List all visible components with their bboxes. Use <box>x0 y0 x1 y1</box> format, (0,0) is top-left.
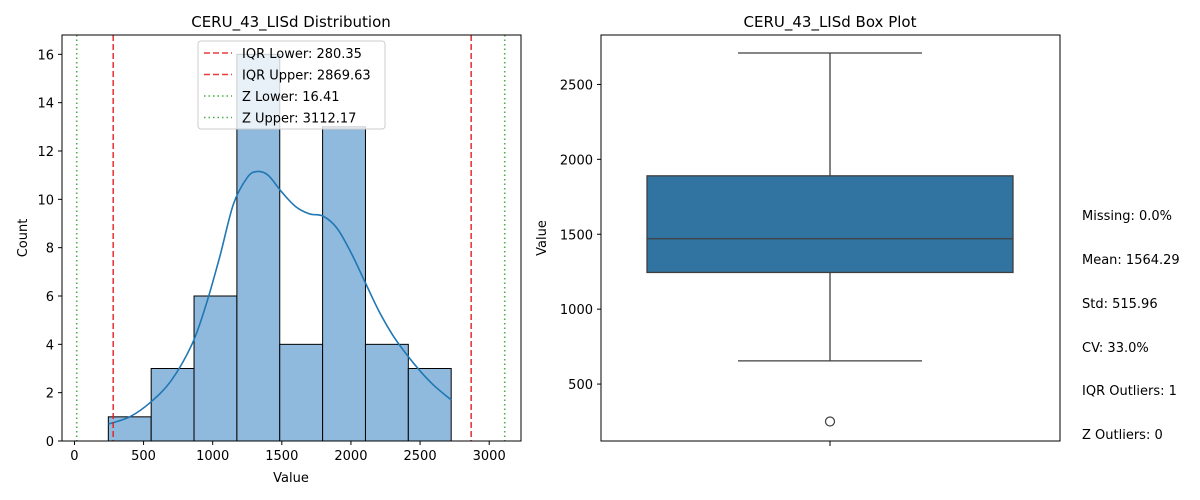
histogram-bar <box>407 368 452 442</box>
y-tick-label: 10 <box>37 193 54 208</box>
x-tick-label: 1500 <box>265 449 298 464</box>
x-tick-label: 3000 <box>473 449 506 464</box>
legend-label: Z Lower: 16.41 <box>242 90 339 105</box>
histogram-panel: 0 500 1000 1500 2000 2500 3000 0 2 4 6 8 10 12 14 16 C… <box>16 13 522 486</box>
legend-box <box>197 40 386 130</box>
histogram-bar <box>322 126 366 442</box>
y-tick-label: 2000 <box>560 153 593 168</box>
y-tick-label: 8 <box>46 242 54 257</box>
boxplot-y-label: Value <box>535 220 550 256</box>
histogram-bar <box>150 368 195 442</box>
outlier-point <box>824 416 836 427</box>
histogram-bar <box>364 343 409 442</box>
summary-stats: Missing: 0.0% Mean: 1564.29 Std: 515.96 … <box>1082 181 1180 458</box>
y-tick-label: 6 <box>46 290 54 305</box>
y-tick-label: 14 <box>37 97 54 112</box>
legend-label: Z Upper: 3112.17 <box>242 112 356 127</box>
histogram-legend: IQR Lower: 280.35 IQR Upper: 2869.63 Z Low… <box>197 40 386 130</box>
x-tick-label: 2000 <box>334 449 367 464</box>
y-tick-label: 2 <box>46 387 54 402</box>
stat-z-outliers: Z Outliers: 0 <box>1082 428 1163 444</box>
x-tick-label: 1000 <box>196 449 229 464</box>
iqr-box <box>646 175 1014 274</box>
histogram-y-label: Count <box>16 219 31 258</box>
stat-mean: Mean: 1564.29 <box>1082 252 1180 268</box>
boxplot-title: CERU_43_LISd Box Plot <box>744 13 917 32</box>
histogram-bar <box>107 416 152 442</box>
y-tick-label: 1000 <box>560 303 593 318</box>
legend-label: IQR Upper: 2869.63 <box>242 69 371 84</box>
y-tick-label: 0 <box>46 435 54 450</box>
histogram-bar <box>279 343 324 442</box>
y-tick-label: 12 <box>37 145 54 160</box>
stat-iqr-outliers: IQR Outliers: 1 <box>1082 384 1177 400</box>
histogram-x-label: Value <box>273 471 309 486</box>
y-tick-label: 1500 <box>560 228 593 243</box>
stat-missing: Missing: 0.0% <box>1082 209 1173 225</box>
x-tick-label: 2500 <box>404 449 437 464</box>
legend-label: IQR Lower: 280.35 <box>242 47 362 62</box>
y-tick-label: 500 <box>568 378 593 393</box>
kde-curve <box>108 170 452 425</box>
y-tick-label: 16 <box>37 48 54 63</box>
boxplot-frame <box>600 34 1061 442</box>
y-tick-label: 2500 <box>560 78 593 93</box>
stat-cv: CV: 33.0% <box>1082 340 1149 356</box>
x-tick-label: 0 <box>70 449 78 464</box>
stat-std: Std: 515.96 <box>1082 296 1158 312</box>
boxplot-panel: 500 1000 1500 2000 2500 CERU_43_LISd Box Plo… <box>535 13 1061 446</box>
y-tick-label: 4 <box>46 338 54 353</box>
histogram-bar <box>193 295 238 442</box>
x-tick-label: 500 <box>131 449 156 464</box>
histogram-title: CERU_43_LISd Distribution <box>191 13 391 32</box>
histogram-frame <box>61 34 522 442</box>
